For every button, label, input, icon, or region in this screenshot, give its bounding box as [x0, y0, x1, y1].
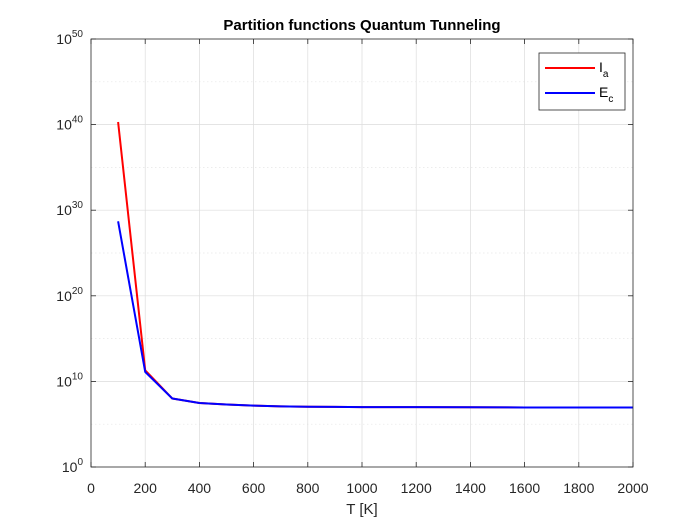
y-tick-base: 10 — [56, 117, 72, 133]
x-tick-label: 1000 — [346, 480, 377, 496]
y-tick-base: 10 — [56, 288, 72, 304]
y-tick-exponent: 10 — [72, 371, 84, 382]
legend-label-ec: Ec — [599, 84, 613, 105]
legend-label-ec-sub: c — [608, 94, 613, 105]
y-tick-base: 10 — [62, 459, 78, 475]
y-tick-label: 1020 — [56, 286, 83, 304]
x-tick-label: 800 — [296, 480, 320, 496]
x-tick-label: 1400 — [455, 480, 486, 496]
ticks — [90, 38, 634, 468]
x-tick-label: 600 — [242, 480, 266, 496]
y-tick-base: 10 — [56, 31, 72, 47]
legend-label-ia: Ia — [599, 59, 609, 80]
legend-label-ec-main: E — [599, 84, 608, 100]
legend-label-ia-main: I — [599, 59, 603, 75]
x-axis-label: T [K] — [346, 501, 377, 518]
y-tick-exponent: 0 — [77, 457, 83, 468]
y-tick-exponent: 30 — [72, 200, 84, 211]
x-tick-label: 200 — [134, 480, 158, 496]
legend-label-ia-sub: a — [603, 69, 609, 80]
y-tick-base: 10 — [56, 202, 72, 218]
chart-title: Partition functions Quantum Tunneling — [223, 17, 500, 34]
legend: Ia Ec — [538, 52, 626, 111]
legend-box — [538, 52, 626, 111]
y-tick-base: 10 — [56, 373, 72, 389]
x-tick-label: 400 — [188, 480, 212, 496]
y-tick-label: 1010 — [56, 371, 83, 389]
series-line-ec — [117, 221, 633, 409]
y-tick-exponent: 40 — [72, 115, 84, 126]
y-tick-exponent: 50 — [72, 29, 84, 40]
grid — [91, 39, 633, 467]
series-lines — [117, 121, 633, 409]
x-tick-label: 1800 — [563, 480, 594, 496]
y-tick-label: 1040 — [56, 115, 83, 133]
y-tick-label: 100 — [62, 457, 84, 475]
x-tick-label: 2000 — [617, 480, 648, 496]
tick-labels: 0 200 400 600 800 1000 1200 1400 1600 1800 2000100… — [56, 29, 648, 496]
x-tick-label: 1600 — [509, 480, 540, 496]
y-tick-label: 1030 — [56, 200, 83, 218]
y-tick-exponent: 20 — [72, 286, 84, 297]
x-tick-label: 0 — [87, 480, 95, 496]
x-tick-label: 1200 — [401, 480, 432, 496]
y-tick-label: 1050 — [56, 29, 83, 47]
